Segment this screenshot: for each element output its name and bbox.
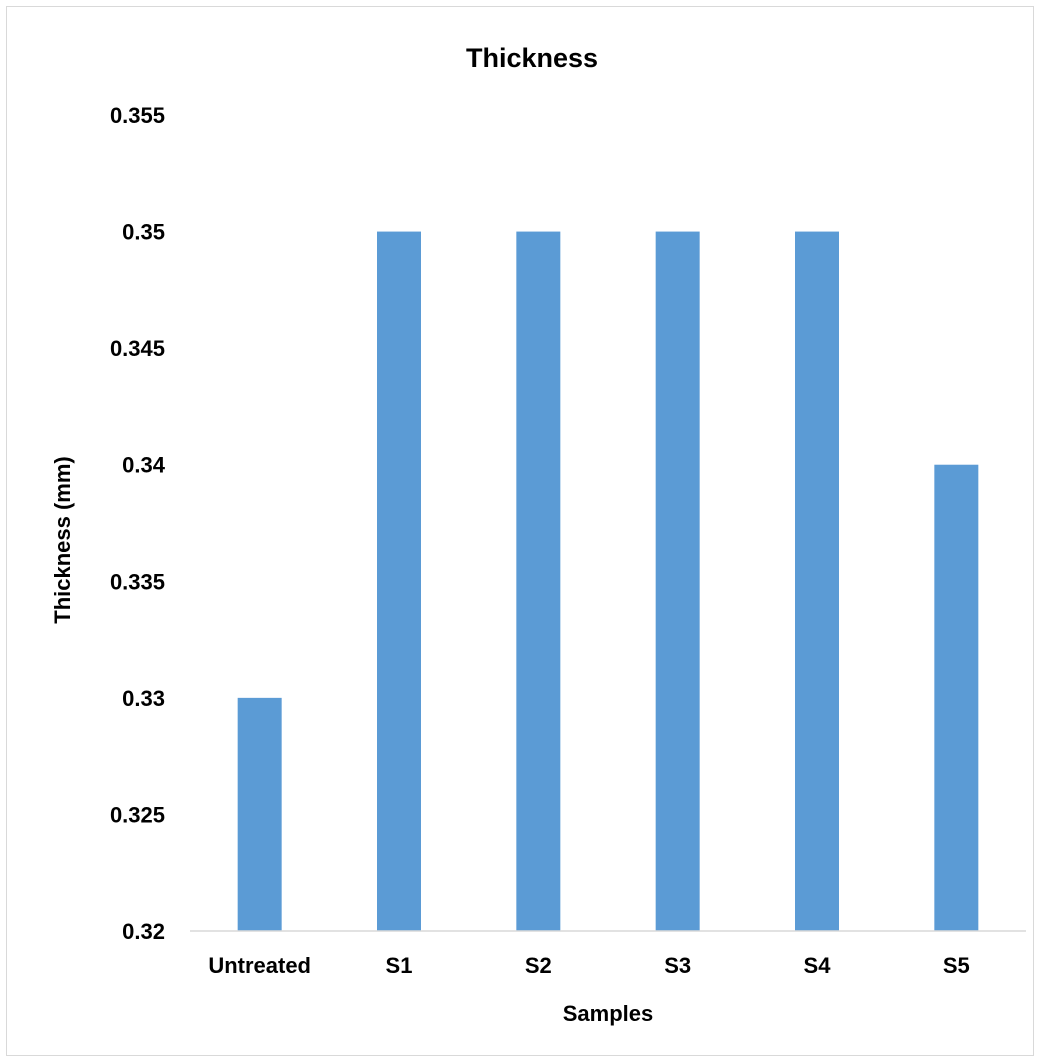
x-tick-label: S5 xyxy=(943,953,970,978)
y-tick-label: 0.32 xyxy=(122,919,165,944)
chart-title: Thickness xyxy=(466,43,598,73)
x-tick-label: S4 xyxy=(804,953,832,978)
x-tick-labels: Untreated S1 S2 S3 S4 S5 xyxy=(208,953,969,978)
x-tick-label: S3 xyxy=(664,953,691,978)
bar-s2 xyxy=(516,232,560,931)
bar-untreated xyxy=(238,698,282,931)
x-axis-label: Samples xyxy=(563,1001,654,1026)
y-tick-labels: 0.32 0.325 0.33 0.335 0.34 0.345 0.35 0.355 xyxy=(110,103,166,944)
y-axis-label: Thickness (mm) xyxy=(50,456,75,624)
y-tick-label: 0.325 xyxy=(110,802,165,827)
x-tick-label: Untreated xyxy=(208,953,311,978)
bar-s5 xyxy=(934,465,978,931)
y-tick-label: 0.355 xyxy=(110,103,165,128)
y-tick-label: 0.33 xyxy=(122,686,165,711)
y-tick-label: 0.35 xyxy=(122,220,165,245)
bar-s1 xyxy=(377,232,421,931)
bar-s4 xyxy=(795,232,839,931)
y-tick-label: 0.345 xyxy=(110,336,165,361)
x-tick-label: S2 xyxy=(525,953,552,978)
x-tick-label: S1 xyxy=(386,953,413,978)
bar-s3 xyxy=(656,232,700,931)
y-tick-label: 0.335 xyxy=(110,569,165,594)
y-tick-label: 0.34 xyxy=(122,453,166,478)
bars-group xyxy=(238,232,979,931)
